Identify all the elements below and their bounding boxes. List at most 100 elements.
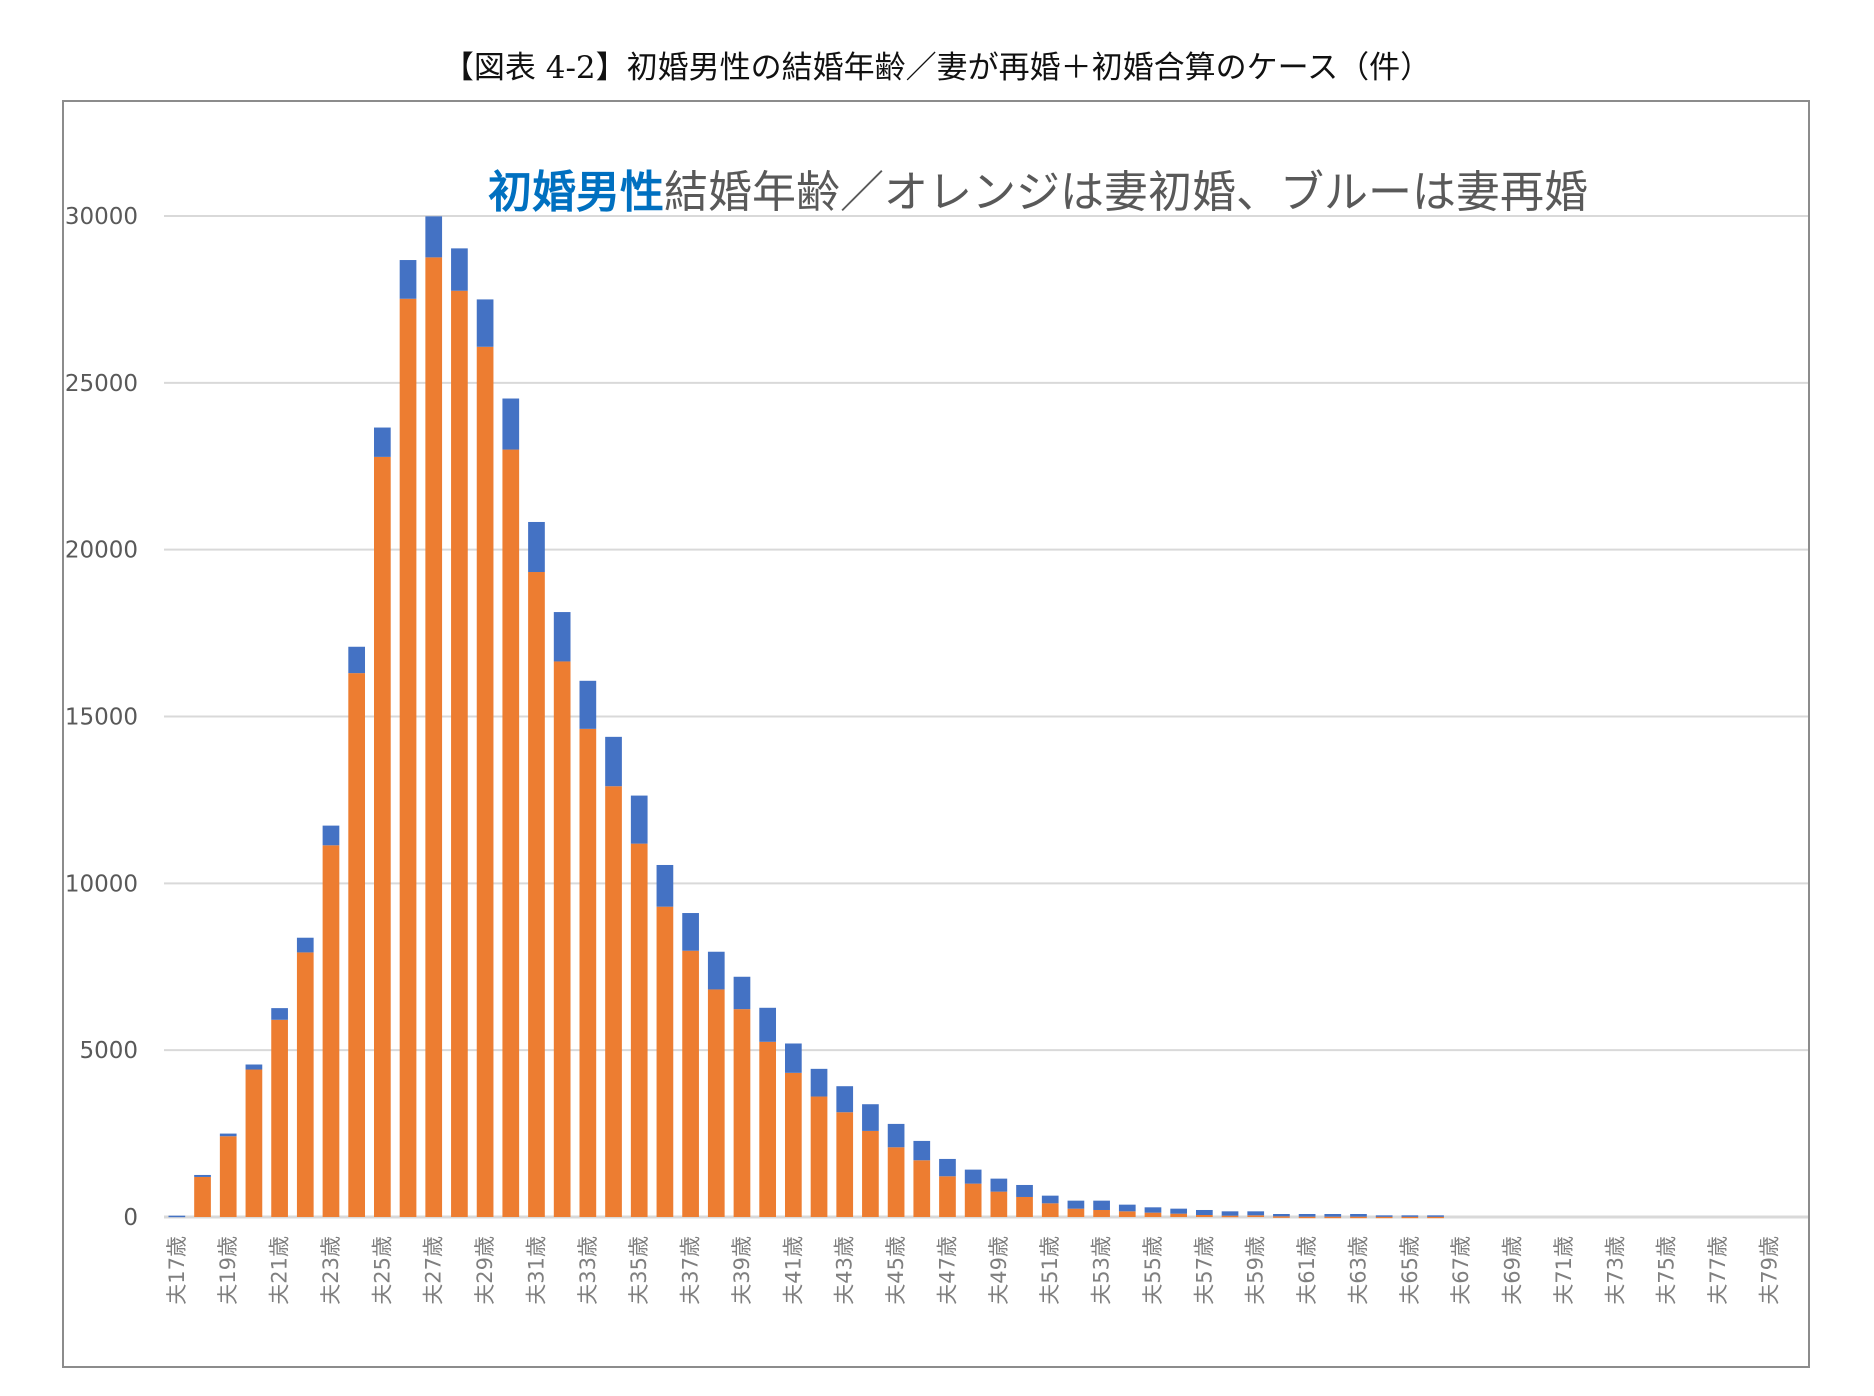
bar-wife-remarriage	[939, 1158, 956, 1177]
bar-wife-first-marriage	[271, 1019, 288, 1217]
y-tick-label: 0	[123, 1205, 138, 1231]
bar-wife-remarriage	[1375, 1215, 1393, 1217]
bar-wife-first-marriage	[322, 845, 340, 1217]
x-tick-label: 夫51歳	[1038, 1236, 1062, 1305]
bar-wife-remarriage	[1221, 1211, 1239, 1216]
bar-wife-remarriage	[425, 216, 443, 258]
bar-wife-first-marriage	[785, 1072, 802, 1217]
bar-wife-remarriage	[245, 1064, 263, 1070]
x-tick-label: 夫35歳	[627, 1236, 651, 1305]
x-tick-label: 夫57歳	[1192, 1236, 1216, 1305]
bar-wife-remarriage	[990, 1178, 1008, 1192]
bar-wife-first-marriage	[810, 1096, 828, 1217]
bar-wife-remarriage	[1041, 1195, 1059, 1204]
y-tick-label: 15000	[65, 705, 138, 731]
bar-wife-first-marriage	[194, 1176, 211, 1217]
x-tick-label: 夫17歳	[165, 1236, 189, 1305]
x-tick-label: 夫55歳	[1141, 1236, 1165, 1305]
bar-wife-remarriage	[1247, 1211, 1265, 1216]
bar-wife-remarriage	[862, 1104, 879, 1131]
x-tick-label: 夫33歳	[576, 1236, 600, 1305]
y-tick-label: 30000	[65, 204, 138, 230]
bar-wife-remarriage	[1324, 1214, 1342, 1217]
bar-wife-remarriage	[605, 736, 622, 787]
bar-wife-first-marriage	[1041, 1203, 1059, 1217]
bar-wife-remarriage	[1144, 1207, 1162, 1213]
x-tick-label: 夫41歳	[781, 1236, 805, 1305]
bar-wife-remarriage	[1196, 1209, 1213, 1215]
x-tick-label: 夫75歳	[1655, 1236, 1679, 1305]
bar-wife-remarriage	[759, 1007, 777, 1042]
bar-wife-first-marriage	[682, 950, 699, 1217]
x-axis-ticks: 夫17歳 夫19歳 夫21歳 夫23歳 夫25歳 夫27歳 夫29歳 夫31歳 夫33歳 夫35歳…	[165, 1236, 1782, 1305]
bar-wife-remarriage	[656, 864, 674, 907]
x-tick-label: 夫31歳	[524, 1236, 548, 1305]
bar-wife-first-marriage	[1196, 1215, 1213, 1217]
bars	[168, 216, 1444, 1219]
bar-wife-remarriage	[348, 646, 366, 674]
x-tick-label: 夫61歳	[1295, 1236, 1319, 1305]
x-tick-label: 夫59歳	[1244, 1236, 1268, 1305]
x-tick-label: 夫21歳	[268, 1236, 292, 1305]
bar-wife-remarriage	[785, 1043, 802, 1073]
bar-wife-remarriage	[528, 521, 545, 573]
bar-wife-remarriage	[168, 1215, 186, 1218]
bar-wife-first-marriage	[1144, 1212, 1162, 1217]
bar-wife-remarriage	[1350, 1214, 1367, 1217]
bar-wife-remarriage	[733, 976, 751, 1010]
bar-wife-first-marriage	[759, 1041, 777, 1217]
bar-wife-first-marriage	[964, 1183, 982, 1217]
bar-wife-first-marriage	[296, 952, 314, 1217]
bar-wife-first-marriage	[1273, 1216, 1290, 1218]
bar-wife-first-marriage	[579, 728, 597, 1217]
bar-wife-remarriage	[1016, 1184, 1033, 1197]
bar-wife-remarriage	[1118, 1204, 1136, 1212]
x-tick-label: 夫77歳	[1706, 1236, 1730, 1305]
bar-wife-remarriage	[296, 937, 314, 953]
bar-wife-remarriage	[451, 248, 468, 291]
bar-wife-remarriage	[476, 299, 494, 347]
bar-wife-first-marriage	[476, 346, 494, 1217]
x-tick-label: 夫43歳	[833, 1236, 857, 1305]
bar-wife-first-marriage	[1427, 1216, 1444, 1219]
x-tick-label: 夫71歳	[1552, 1236, 1576, 1305]
bar-wife-remarriage	[219, 1133, 237, 1137]
bar-wife-first-marriage	[1247, 1215, 1265, 1217]
bar-wife-remarriage	[836, 1086, 854, 1113]
y-tick-label: 25000	[65, 371, 138, 397]
x-tick-label: 夫73歳	[1603, 1236, 1627, 1305]
bar-wife-remarriage	[964, 1169, 982, 1184]
bar-wife-remarriage	[271, 1008, 288, 1020]
bar-wife-first-marriage	[913, 1160, 931, 1217]
x-tick-label: 夫37歳	[679, 1236, 703, 1305]
bar-wife-remarriage	[1273, 1214, 1290, 1217]
bar-wife-remarriage	[810, 1068, 828, 1097]
bar-wife-remarriage	[502, 398, 520, 450]
bar-wife-remarriage	[1093, 1200, 1110, 1210]
bar-wife-first-marriage	[1016, 1196, 1033, 1217]
x-tick-label: 夫53歳	[1090, 1236, 1114, 1305]
bar-wife-first-marriage	[528, 572, 545, 1217]
bar-wife-first-marriage	[1375, 1216, 1393, 1219]
bar-wife-first-marriage	[1118, 1211, 1136, 1217]
subtitle-highlight: 初婚男性	[488, 167, 664, 218]
bar-wife-remarriage	[913, 1140, 931, 1161]
bar-wife-remarriage	[322, 825, 340, 846]
y-tick-label: 10000	[65, 871, 138, 897]
x-tick-label: 夫19歳	[216, 1236, 240, 1305]
bar-wife-first-marriage	[1170, 1213, 1188, 1217]
bar-wife-first-marriage	[219, 1136, 237, 1217]
bar-wife-remarriage	[579, 680, 597, 729]
bar-wife-first-marriage	[374, 456, 391, 1217]
bar-wife-first-marriage	[245, 1069, 263, 1217]
bar-wife-first-marriage	[656, 906, 674, 1217]
bar-wife-remarriage	[1298, 1214, 1316, 1217]
x-tick-label: 夫25歳	[370, 1236, 394, 1305]
x-tick-label: 夫27歳	[422, 1236, 446, 1305]
x-tick-label: 夫23歳	[319, 1236, 343, 1305]
bar-wife-remarriage	[1401, 1215, 1419, 1217]
x-tick-label: 夫63歳	[1346, 1236, 1370, 1305]
bar-wife-first-marriage	[1401, 1216, 1419, 1219]
bar-wife-remarriage	[887, 1123, 905, 1148]
